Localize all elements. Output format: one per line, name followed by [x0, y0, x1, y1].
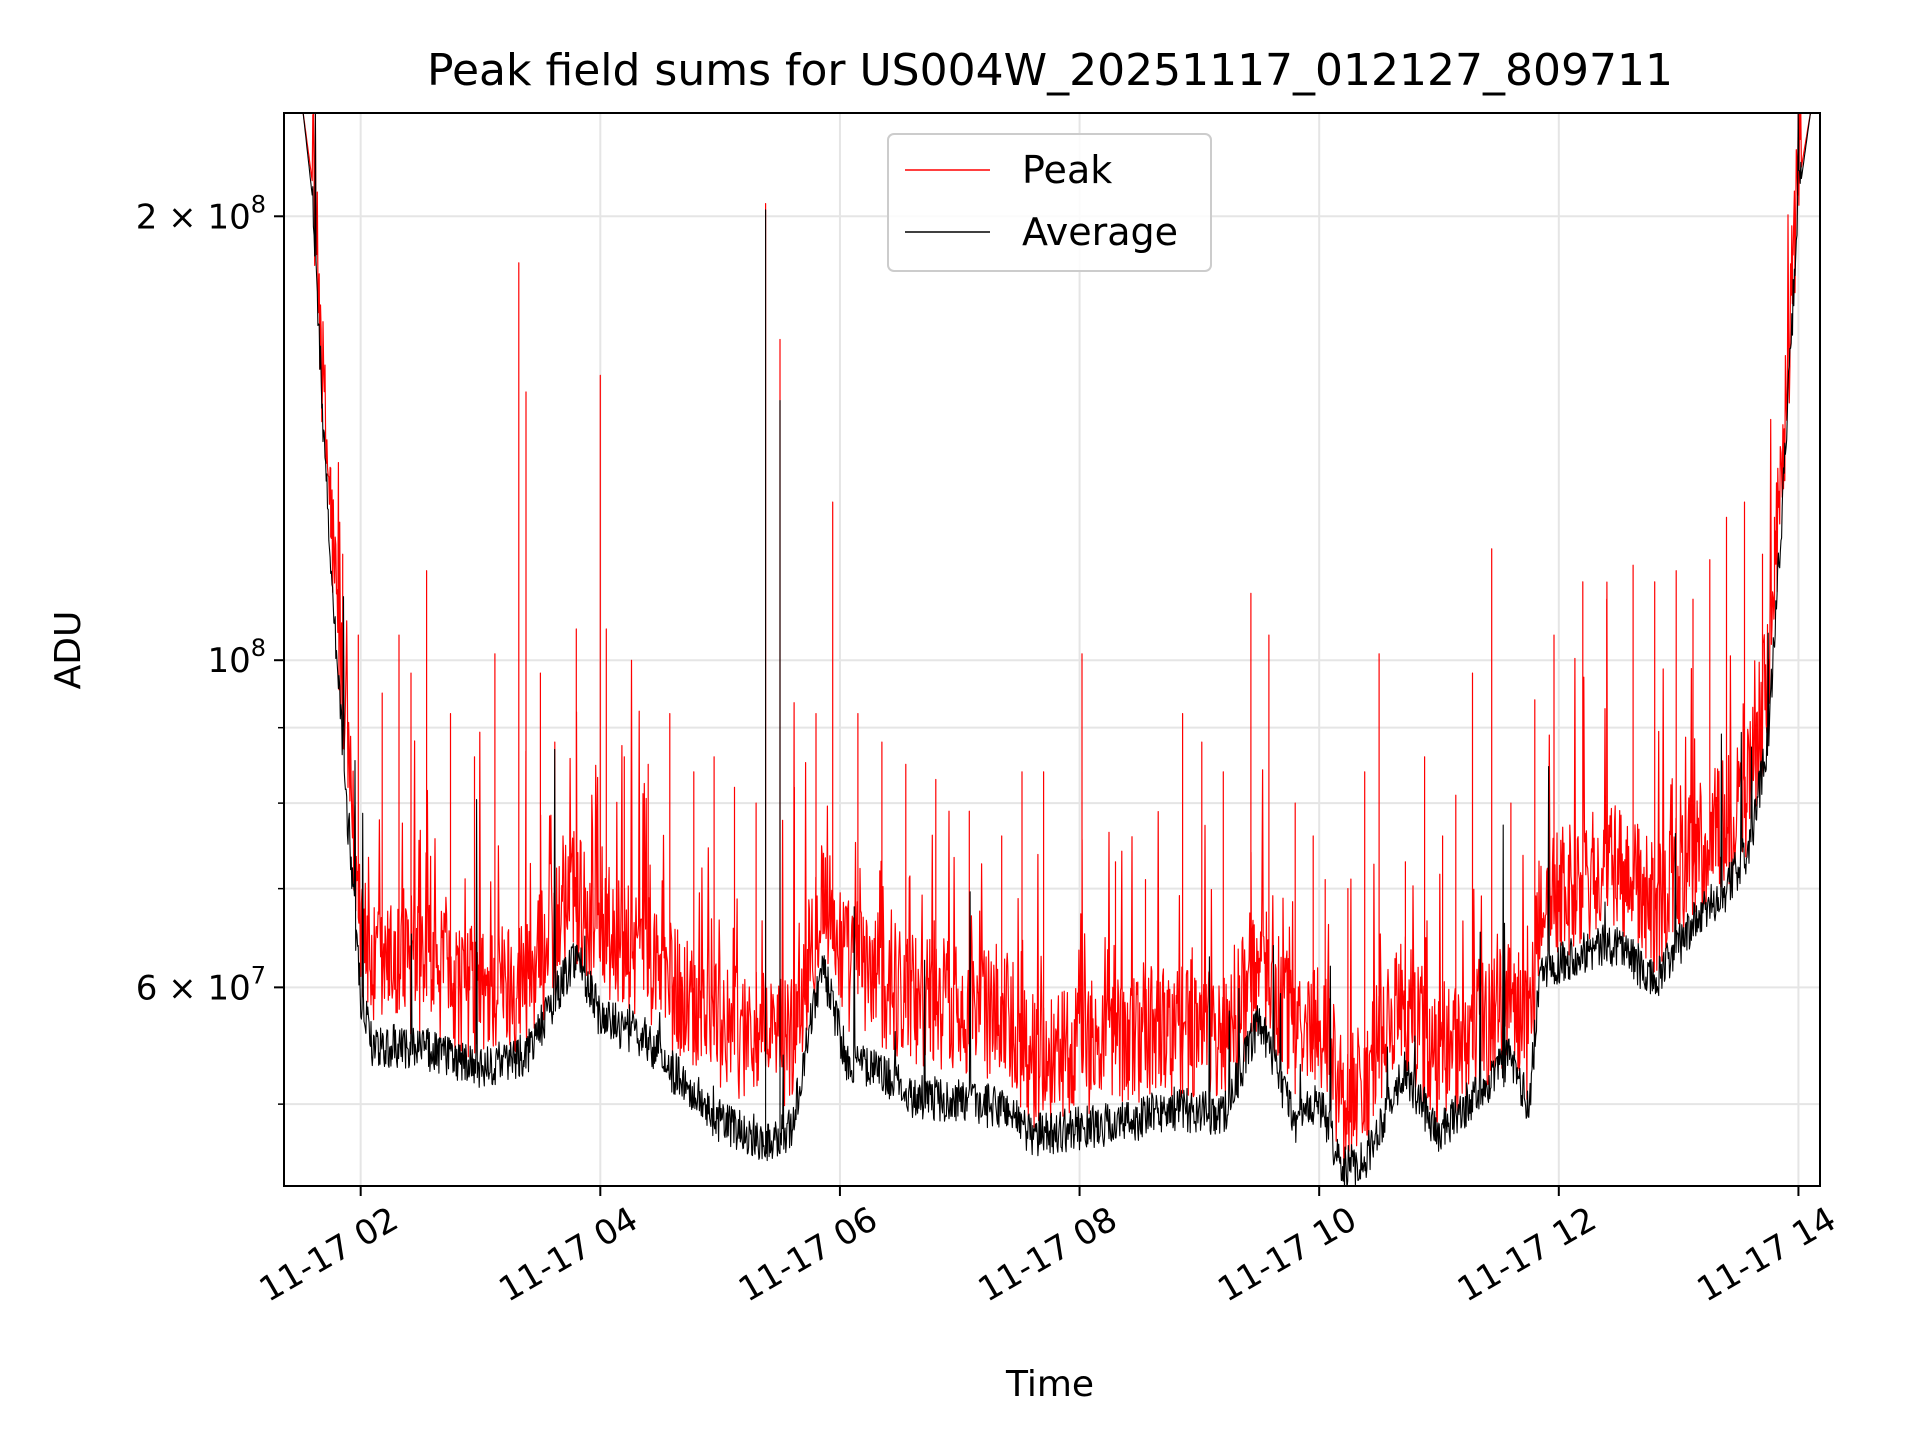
x-axis-title: Time: [1005, 1364, 1094, 1405]
y-tick-label: 6 × 107: [136, 961, 266, 1008]
legend-box: [887, 133, 1212, 272]
series-line-average: [284, 113, 1820, 1186]
legend-label-peak: Peak: [1022, 148, 1112, 192]
chart-title: Peak field sums for US004W_20251117_0121…: [427, 45, 1673, 96]
legend-label-average: Average: [1022, 210, 1178, 254]
y-tick-label: 108: [207, 634, 266, 681]
y-axis: 6 × 107 108 2 × 108: [136, 190, 284, 1105]
legend: Peak Average: [887, 133, 1212, 272]
y-tick-label: 2 × 108: [136, 190, 266, 237]
data-layer: [284, 113, 1820, 1186]
series-line-peak: [284, 113, 1820, 1167]
y-axis-title: ADU: [48, 611, 89, 690]
plot-frame: [283, 112, 1821, 1187]
